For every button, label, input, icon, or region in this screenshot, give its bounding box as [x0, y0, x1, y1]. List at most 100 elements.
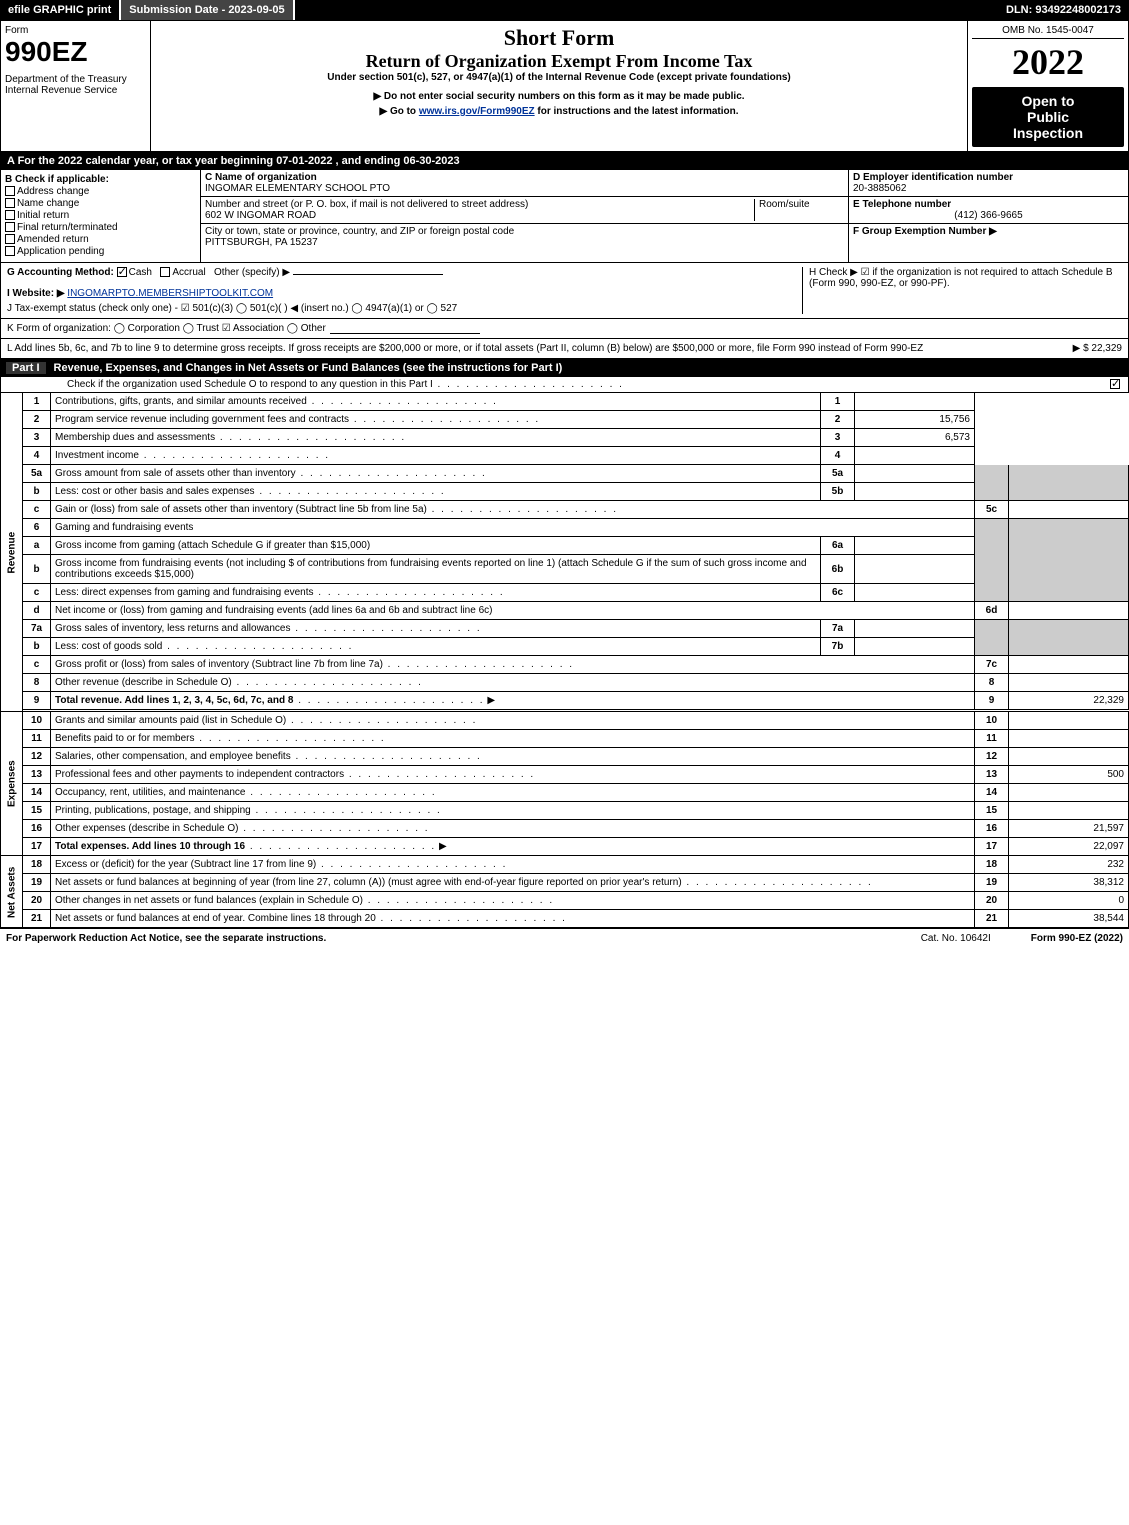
- ln-6d: d: [23, 602, 51, 620]
- open-line2: Public: [978, 109, 1118, 125]
- tax-year: 2022: [972, 41, 1124, 83]
- rn-4: 4: [821, 447, 855, 465]
- amt-17: 22,097: [1009, 838, 1129, 856]
- ln-17: 17: [23, 838, 51, 856]
- k-other-input[interactable]: [330, 323, 480, 334]
- efile-label[interactable]: efile GRAPHIC print: [0, 0, 121, 20]
- ln-21: 21: [23, 910, 51, 928]
- h-text1: H Check ▶ ☑ if the organization is not r…: [809, 267, 1122, 278]
- subamt-7a: [855, 620, 975, 638]
- check-initial-return[interactable]: Initial return: [5, 210, 196, 221]
- shadeamt-7: [1009, 620, 1129, 656]
- submission-date: Submission Date - 2023-09-05: [121, 0, 294, 20]
- amt-16: 21,597: [1009, 820, 1129, 838]
- subamt-6b: [855, 555, 975, 584]
- part-i-label: Part I: [6, 362, 46, 374]
- h-text2: (Form 990, 990-EZ, or 990-PF).: [809, 278, 1122, 289]
- return-title: Return of Organization Exempt From Incom…: [155, 51, 963, 72]
- amt-11: [1009, 730, 1129, 748]
- other-specify-input[interactable]: [293, 274, 443, 275]
- check-application-pending[interactable]: Application pending: [5, 246, 196, 257]
- desc-21: Net assets or fund balances at end of ye…: [51, 910, 975, 928]
- ln-7b: b: [23, 638, 51, 656]
- schedule-o-checkbox[interactable]: [1110, 379, 1120, 389]
- rn-9: 9: [975, 692, 1009, 710]
- desc-13: Professional fees and other payments to …: [51, 766, 975, 784]
- dept-treasury: Department of the Treasury: [5, 74, 146, 85]
- check-cash[interactable]: [117, 267, 127, 277]
- ssn-note: ▶ Do not enter social security numbers o…: [155, 91, 963, 102]
- ln-5b: b: [23, 483, 51, 501]
- rn-15: 15: [975, 802, 1009, 820]
- row-5a: Gross amount from sale of assets other t…: [51, 465, 821, 483]
- check-accrual[interactable]: [160, 267, 170, 277]
- amt-21: 38,544: [1009, 910, 1129, 928]
- section-j: J Tax-exempt status (check only one) - ☑…: [7, 303, 796, 314]
- part-i-checknote: Check if the organization used Schedule …: [0, 377, 1129, 393]
- subamt-5a: [855, 465, 975, 483]
- ln-7c: c: [23, 656, 51, 674]
- shadeamt-5: [1009, 465, 1129, 501]
- header-left: Form 990EZ Department of the Treasury In…: [1, 21, 151, 151]
- street-row: Number and street (or P. O. box, if mail…: [201, 197, 848, 224]
- section-l: L Add lines 5b, 6c, and 7b to line 9 to …: [0, 339, 1129, 359]
- city-value: PITTSBURGH, PA 15237: [205, 237, 318, 248]
- amt-19: 38,312: [1009, 874, 1129, 892]
- ein-value: 20-3885062: [853, 183, 906, 194]
- ln-14: 14: [23, 784, 51, 802]
- irs-link[interactable]: www.irs.gov/Form990EZ: [419, 106, 535, 117]
- desc-14: Occupancy, rent, utilities, and maintena…: [51, 784, 975, 802]
- sub-6c: 6c: [821, 584, 855, 602]
- amt-20: 0: [1009, 892, 1129, 910]
- check-final-return[interactable]: Final return/terminated: [5, 222, 196, 233]
- check-amended-return[interactable]: Amended return: [5, 234, 196, 245]
- website-link[interactable]: INGOMARPTO.MEMBERSHIPTOOLKIT.COM: [67, 288, 273, 299]
- section-k: K Form of organization: ◯ Corporation ◯ …: [0, 319, 1129, 339]
- desc-18: Excess or (deficit) for the year (Subtra…: [51, 856, 975, 874]
- desc-5b: Less: cost or other basis and sales expe…: [51, 483, 821, 501]
- desc-6c: Less: direct expenses from gaming and fu…: [51, 584, 821, 602]
- org-name: INGOMAR ELEMENTARY SCHOOL PTO: [205, 183, 390, 194]
- amt-8: [1009, 674, 1129, 692]
- l-text: L Add lines 5b, 6c, and 7b to line 9 to …: [7, 343, 1065, 354]
- desc-6d: Net income or (loss) from gaming and fun…: [51, 602, 975, 620]
- dept-irs: Internal Revenue Service: [5, 85, 146, 96]
- desc-3: Membership dues and assessments: [51, 429, 821, 447]
- section-d-e-f: D Employer identification number 20-3885…: [848, 170, 1128, 262]
- paperwork-notice: For Paperwork Reduction Act Notice, see …: [6, 933, 326, 944]
- rn-6d: 6d: [975, 602, 1009, 620]
- desc-1: Contributions, gifts, grants, and simila…: [51, 393, 821, 411]
- form-word: Form: [5, 25, 146, 36]
- check-address-change[interactable]: Address change: [5, 186, 196, 197]
- goto-note: ▶ Go to www.irs.gov/Form990EZ for instru…: [155, 106, 963, 117]
- cat-no: Cat. No. 10642I: [921, 933, 991, 944]
- revenue-vlabel: Revenue: [1, 393, 23, 712]
- section-h: H Check ▶ ☑ if the organization is not r…: [802, 267, 1122, 314]
- ln-6b: b: [23, 555, 51, 584]
- desc-16: Other expenses (describe in Schedule O): [51, 820, 975, 838]
- short-form-label: Short Form: [155, 25, 963, 51]
- rn-3: 3: [821, 429, 855, 447]
- desc-20: Other changes in net assets or fund bala…: [51, 892, 975, 910]
- rn-14: 14: [975, 784, 1009, 802]
- sub-7b: 7b: [821, 638, 855, 656]
- b-title: B Check if applicable:: [5, 174, 196, 185]
- amt-5c: [1009, 501, 1129, 519]
- tel-label: E Telephone number: [853, 199, 951, 210]
- ln-6: 6: [23, 519, 51, 537]
- header-right: OMB No. 1545-0047 2022 Open to Public In…: [968, 21, 1128, 151]
- subamt-5b: [855, 483, 975, 501]
- amt-9: 22,329: [1009, 692, 1129, 710]
- check-name-change[interactable]: Name change: [5, 198, 196, 209]
- section-g-h: G Accounting Method: Cash Accrual Other …: [0, 263, 1129, 319]
- desc-17: Total expenses. Add lines 10 through 16 …: [51, 838, 975, 856]
- section-c: C Name of organization INGOMAR ELEMENTAR…: [201, 170, 848, 262]
- desc-7a: Gross sales of inventory, less returns a…: [51, 620, 821, 638]
- rn-18: 18: [975, 856, 1009, 874]
- amt-15: [1009, 802, 1129, 820]
- desc-12: Salaries, other compensation, and employ…: [51, 748, 975, 766]
- ln-15: 15: [23, 802, 51, 820]
- sub-5a: 5a: [821, 465, 855, 483]
- shade-7: [975, 620, 1009, 656]
- subamt-6a: [855, 537, 975, 555]
